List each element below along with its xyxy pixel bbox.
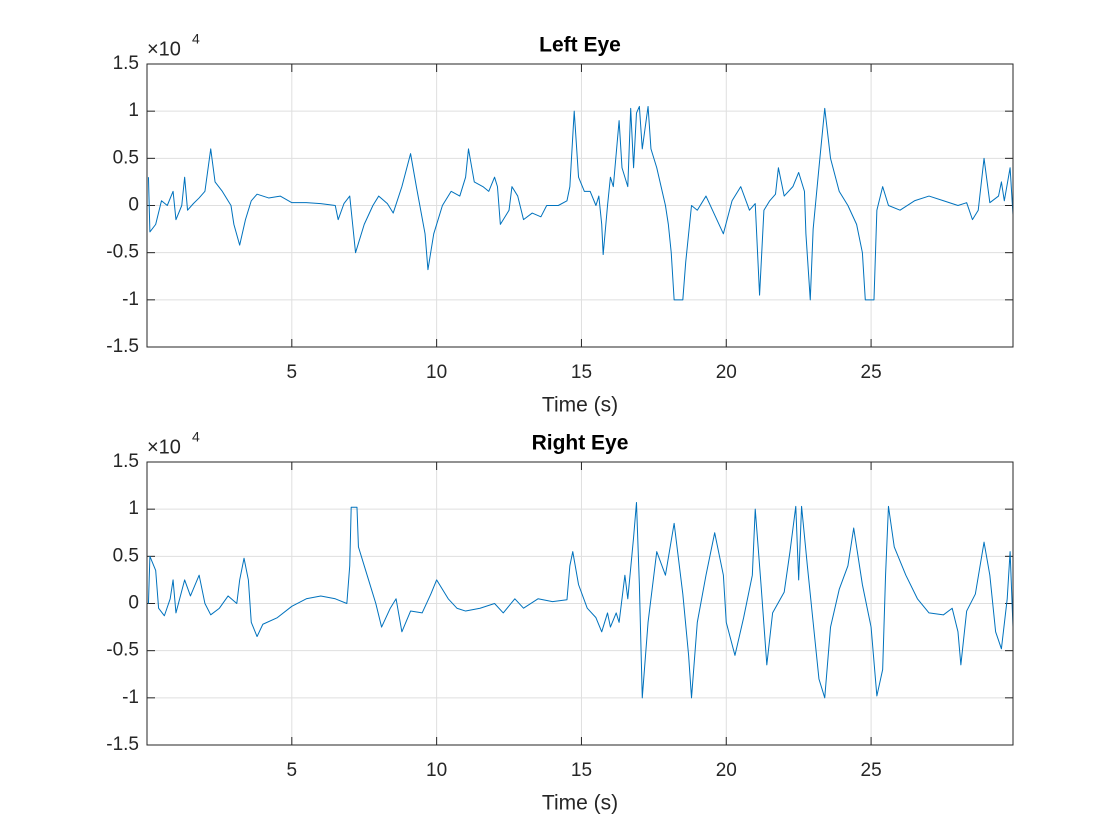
- y-tick-label: 1: [128, 498, 139, 519]
- x-axis-label: Time (s): [542, 792, 618, 815]
- data-group: [147, 105, 1013, 301]
- x-tick-label: 10: [426, 362, 447, 383]
- x-axis-label: Time (s): [542, 394, 618, 417]
- y-tick-label: 0: [128, 195, 139, 216]
- y-tick-label: -1: [122, 289, 139, 310]
- axes-box: [146, 461, 1014, 746]
- data-line: [147, 105, 1013, 301]
- x-tick-label: 10: [426, 760, 447, 781]
- x-tick-label: 15: [571, 362, 592, 383]
- y-tick-label: -0.5: [106, 242, 139, 263]
- y-tick-label: -1.5: [106, 336, 139, 357]
- y-tick-label: 0: [128, 593, 139, 614]
- x-tick-label: 25: [861, 760, 882, 781]
- y-tick-label: -1: [122, 687, 139, 708]
- y-tick-label: 1.5: [113, 53, 139, 74]
- y-tick-label: -0.5: [106, 640, 139, 661]
- y-tick-label: 0.5: [113, 147, 139, 168]
- y-scale-exponent: 4: [192, 429, 200, 445]
- axes: -1.5 -1 -0.5 0 0.5 1 1.5 5 10 15 20 25 Right Eye Time…: [106, 429, 1014, 815]
- y-scale-base: ×10: [147, 436, 181, 458]
- y-tick-label: 1.5: [113, 451, 139, 472]
- y-scale-base: ×10: [147, 38, 181, 60]
- y-tick-label: 0.5: [113, 545, 139, 566]
- data-line: [147, 502, 1013, 699]
- x-tick-label: 15: [571, 760, 592, 781]
- x-tick-label: 5: [287, 760, 298, 781]
- y-tick-label: -1.5: [106, 734, 139, 755]
- y-tick-label: 1: [128, 100, 139, 121]
- chart-title: Left Eye: [539, 34, 621, 57]
- x-tick-label: 20: [716, 760, 737, 781]
- axes-box: [146, 63, 1014, 348]
- y-scale-exponent: 4: [192, 31, 200, 47]
- axes: -1.5 -1 -0.5 0 0.5 1 1.5 5 10 15 20 25 Left Eye Time …: [106, 31, 1014, 417]
- x-tick-label: 20: [716, 362, 737, 383]
- data-group: [147, 502, 1013, 699]
- chart-title: Right Eye: [532, 432, 629, 455]
- x-tick-label: 5: [287, 362, 298, 383]
- x-tick-label: 25: [861, 362, 882, 383]
